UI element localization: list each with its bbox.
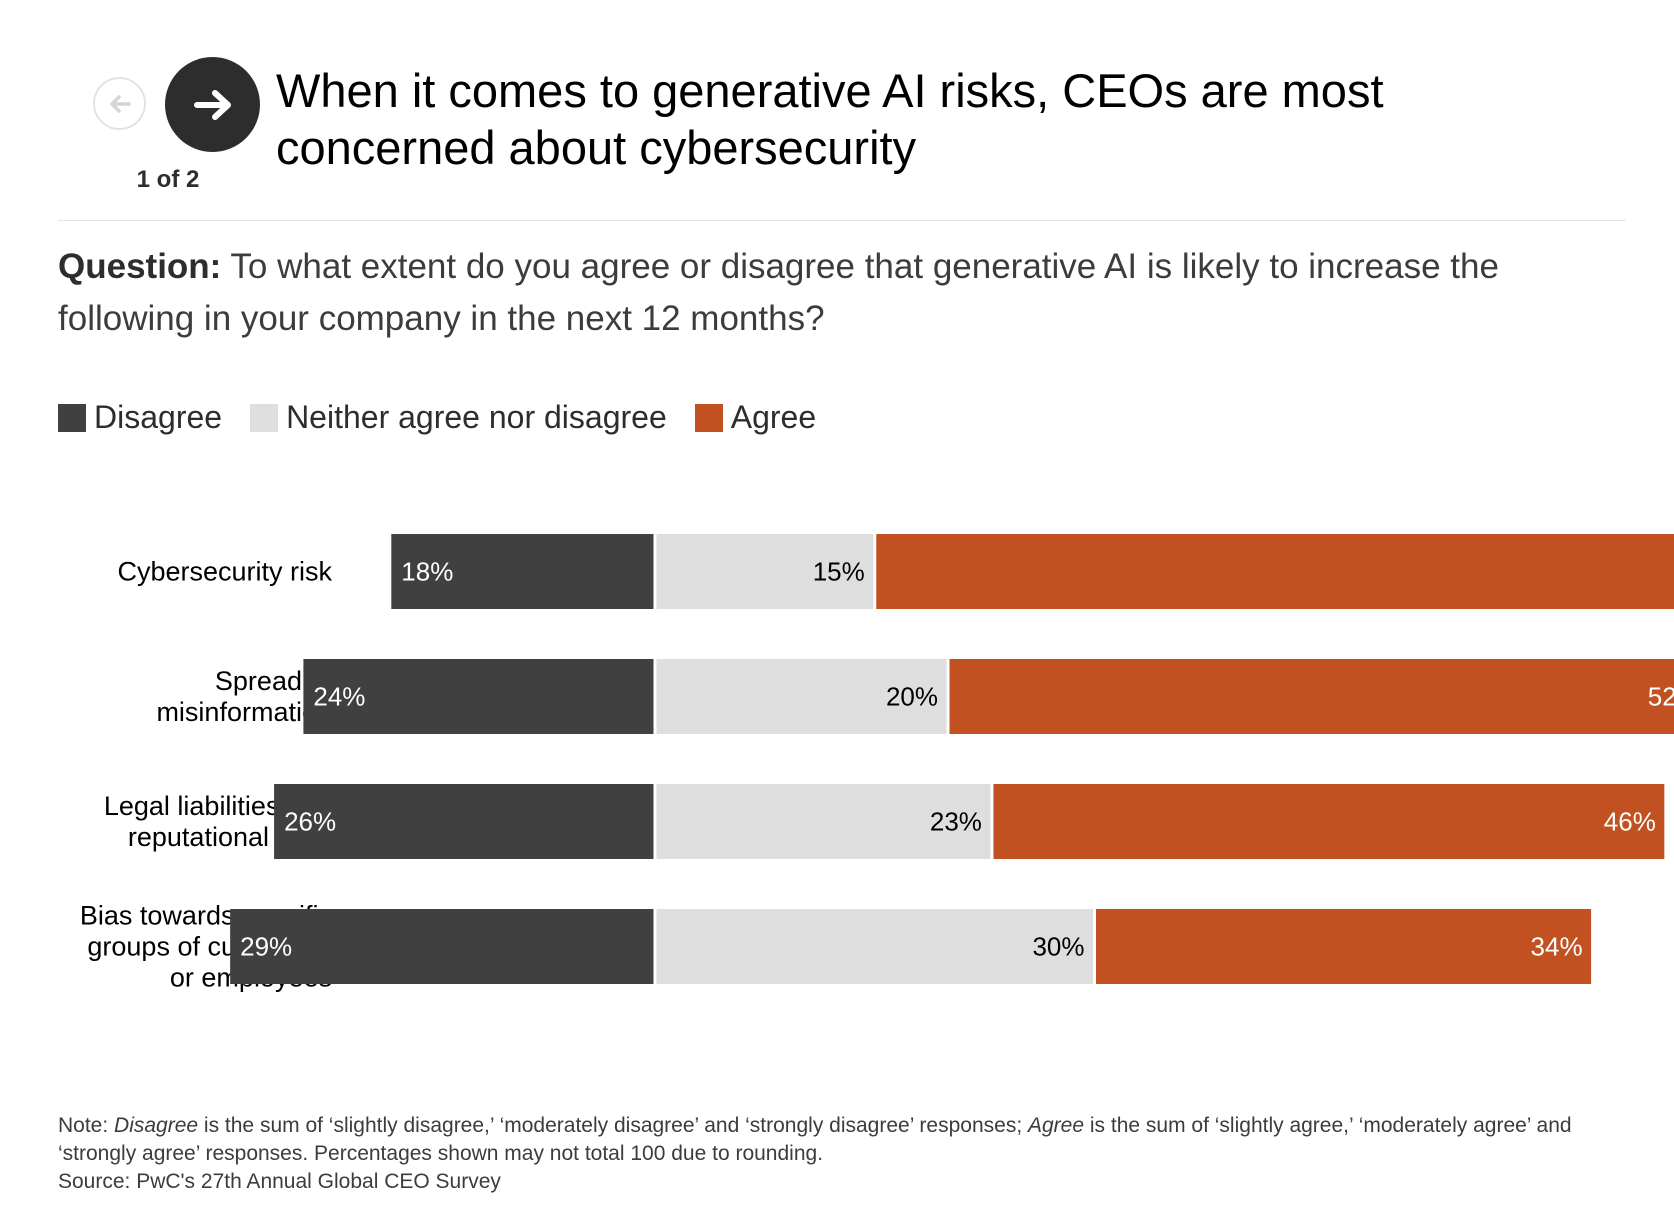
slide-counter: 1 of 2 xyxy=(136,166,200,193)
bar-agree-bias-towards-specific-groups-of-customers-or-employees xyxy=(1096,909,1592,984)
legend-label-disagree: Disagree xyxy=(94,399,223,435)
note-prefix: Note: xyxy=(58,1114,115,1137)
data-label-disagree-cybersecurity-risk: 18% xyxy=(401,557,453,587)
bar-neither-bias-towards-specific-groups-of-customers-or-employees xyxy=(656,909,1093,984)
note-disagree-term: Disagree xyxy=(114,1114,199,1137)
survey-question: Question: To what extent do you agree or… xyxy=(58,241,1638,345)
legend-label-neither: Neither agree nor disagree xyxy=(286,399,667,435)
legend-item-disagree: Disagree xyxy=(58,399,222,436)
legend-swatch-agree xyxy=(694,403,723,432)
data-label-neither-spread-of-misinformation: 20% xyxy=(886,682,938,712)
legend-item-neither: Neither agree nor disagree xyxy=(250,399,667,436)
arrow-right-icon xyxy=(193,89,231,120)
bar-neither-spread-of-misinformation xyxy=(656,659,947,734)
data-label-disagree-bias-towards-specific-groups-of-customers-or-employees: 29% xyxy=(240,932,292,962)
next-button[interactable] xyxy=(165,57,260,152)
legend-label-agree: Agree xyxy=(730,399,817,435)
data-label-disagree-legal-liabilities-and-reputational-risks: 26% xyxy=(284,807,336,837)
legend-item-agree: Agree xyxy=(694,399,817,436)
chart-title: When it comes to generative AI risks, CE… xyxy=(276,64,1384,174)
question-label: Question: xyxy=(58,247,222,286)
divider xyxy=(58,220,1626,221)
data-label-agree-spread-of-misinformation: 52% xyxy=(1648,682,1674,712)
arrow-left-icon xyxy=(109,94,131,113)
bar-neither-cybersecurity-risk xyxy=(656,534,874,609)
legend-swatch-disagree xyxy=(58,403,86,432)
bar-agree-legal-liabilities-and-reputational-risks xyxy=(993,784,1665,859)
source-text: Source: PwC's 27th Annual Global CEO Sur… xyxy=(58,1170,501,1193)
bar-agree-cybersecurity-risk xyxy=(876,534,1674,609)
note-rest: is the sum of ‘slightly agree,’ ‘moderat… xyxy=(58,1114,1572,1165)
bar-disagree-cybersecurity-risk xyxy=(391,534,654,609)
bar-agree-spread-of-misinformation xyxy=(949,659,1674,734)
data-label-neither-bias-towards-specific-groups-of-customers-or-employees: 30% xyxy=(1032,932,1084,962)
legend: Disagree Neither agree nor disagree Agre… xyxy=(58,399,844,436)
data-label-neither-cybersecurity-risk: 15% xyxy=(813,557,865,587)
bar-neither-legal-liabilities-and-reputational-risks xyxy=(656,784,991,859)
question-text: To what extent do you agree or disagree … xyxy=(58,247,1499,338)
category-label-cybersecurity-risk: Cybersecurity risk xyxy=(117,557,332,587)
legend-swatch-neither xyxy=(250,403,279,432)
data-label-disagree-spread-of-misinformation: 24% xyxy=(313,682,365,712)
data-label-agree-bias-towards-specific-groups-of-customers-or-employees: 34% xyxy=(1531,932,1583,962)
note-agree-term: Agree xyxy=(1028,1114,1085,1137)
note-mid: is the sum of ‘slightly disagree,’ ‘mode… xyxy=(198,1114,1028,1137)
bar-disagree-legal-liabilities-and-reputational-risks xyxy=(274,784,654,859)
data-label-agree-legal-liabilities-and-reputational-risks: 46% xyxy=(1604,807,1656,837)
previous-button[interactable] xyxy=(93,77,146,130)
chart-footer: Note: Disagree is the sum of ‘slightly d… xyxy=(58,1112,1618,1196)
bar-disagree-bias-towards-specific-groups-of-customers-or-employees xyxy=(230,909,654,984)
bar-disagree-spread-of-misinformation xyxy=(303,659,654,734)
data-label-neither-legal-liabilities-and-reputational-risks: 23% xyxy=(930,807,982,837)
